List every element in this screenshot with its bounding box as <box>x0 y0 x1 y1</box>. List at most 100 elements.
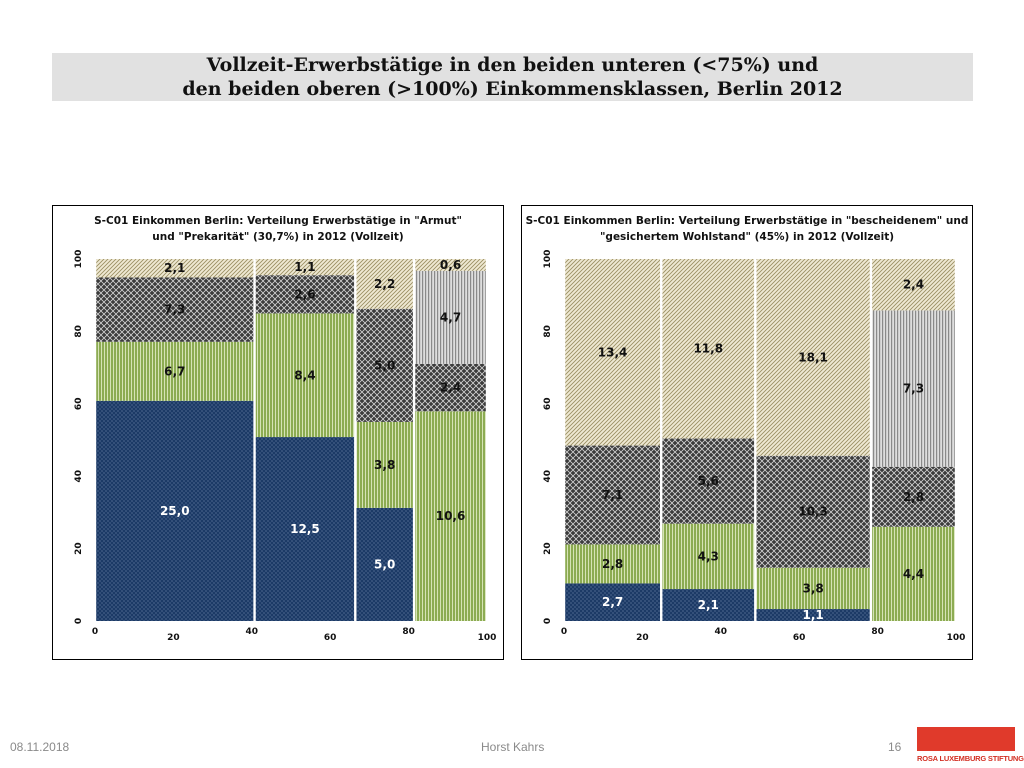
mosaic-segment-green <box>756 567 870 610</box>
x-tick-label: 60 <box>793 633 806 643</box>
mosaic-segment-dark_gray <box>255 275 355 314</box>
data-label: 3,8 <box>802 581 823 595</box>
data-label: 10,6 <box>436 509 466 523</box>
data-label: 2,1 <box>698 598 719 612</box>
mosaic-segment-dark_gray <box>662 438 755 524</box>
y-tick-label: 100 <box>74 250 84 269</box>
data-label: 8,4 <box>294 368 315 382</box>
mosaic-segment-green <box>96 341 254 401</box>
mosaic-segment-beige <box>662 259 755 439</box>
mosaic-segment-green <box>662 523 755 590</box>
mosaic-segment-beige <box>415 259 486 271</box>
mosaic-segment-dark_gray <box>356 308 413 422</box>
chart-title-line-1: S-C01 Einkommen Berlin: Verteilung Erwer… <box>94 215 462 227</box>
mosaic-segment-navy <box>356 507 413 621</box>
y-tick-label: 0 <box>74 618 84 624</box>
x-tick-label: 40 <box>246 627 259 637</box>
data-label: 7,3 <box>903 382 924 396</box>
mosaic-segment-green <box>415 411 486 621</box>
data-label: 2,8 <box>903 490 924 504</box>
chart-panel-wohlstand: S-C01 Einkommen Berlin: Verteilung Erwer… <box>521 205 973 660</box>
title-band <box>52 53 973 101</box>
data-label: 4,4 <box>903 567 924 581</box>
data-label: 6,7 <box>164 364 185 378</box>
mosaic-segment-dark_gray <box>565 445 661 545</box>
footer-author: Horst Kahrs <box>481 740 545 754</box>
data-label: 13,4 <box>598 345 628 359</box>
data-label: 18,1 <box>798 350 828 364</box>
mosaic-segment-beige <box>565 259 661 446</box>
chart-title-line-1: S-C01 Einkommen Berlin: Verteilung Erwer… <box>525 215 969 227</box>
chart-title-line-2: "gesichertem Wohlstand" (45%) in 2012 (V… <box>599 231 895 243</box>
slide-title-line-2: den beiden oberen (>100%) Einkommensklas… <box>182 78 843 100</box>
y-tick-label: 40 <box>74 470 84 483</box>
data-label: 0,6 <box>440 258 461 272</box>
mosaic-segment-green <box>356 421 413 508</box>
data-label: 2,4 <box>440 381 461 395</box>
chart-title-line-2: und "Prekarität" (30,7%) in 2012 (Vollze… <box>152 231 404 243</box>
logo-red-block <box>917 727 1015 751</box>
y-tick-label: 20 <box>74 542 84 555</box>
mosaic-segment-light_gray <box>872 310 955 467</box>
mosaic-segment-beige <box>872 259 955 311</box>
x-tick-label: 40 <box>715 627 728 637</box>
mosaic-segment-green <box>872 526 955 621</box>
data-label: 25,0 <box>160 504 190 518</box>
x-tick-label: 80 <box>402 627 415 637</box>
mosaic-segment-dark_gray <box>96 277 254 342</box>
mosaic-chart-wohlstand: 2,7 2,8 7,1 13,4 2,1 4,3 5,6 11,8 1,1 3,8 10,3 18,1… <box>543 250 966 643</box>
x-tick-label: 20 <box>636 633 649 643</box>
data-label: 3,8 <box>374 458 395 472</box>
mosaic-segment-beige <box>756 259 870 456</box>
mosaic-segment-green <box>565 544 661 584</box>
y-tick-label: 60 <box>543 398 553 411</box>
data-label: 2,6 <box>294 287 315 301</box>
x-tick-label: 0 <box>92 627 98 637</box>
data-label: 5,6 <box>698 474 719 488</box>
x-tick-label: 60 <box>324 633 337 643</box>
x-tick-label: 0 <box>561 627 567 637</box>
page-number: 16 <box>888 740 902 754</box>
data-label: 2,2 <box>374 277 395 291</box>
y-tick-label: 0 <box>543 618 553 624</box>
footer-date: 08.11.2018 <box>10 740 70 754</box>
slide-title-line-1: Vollzeit-Erwerbstätige in den beiden unt… <box>206 54 819 76</box>
y-tick-label: 20 <box>543 542 553 555</box>
mosaic-segment-navy <box>662 589 755 621</box>
data-label: 5,0 <box>374 557 395 571</box>
data-label: 1,1 <box>802 608 823 622</box>
data-label: 7,1 <box>602 488 623 502</box>
data-label: 12,5 <box>290 522 320 536</box>
data-label: 4,7 <box>440 310 461 324</box>
x-tick-label: 100 <box>478 633 497 643</box>
y-tick-label: 60 <box>74 398 84 411</box>
y-tick-label: 80 <box>74 325 84 338</box>
data-label: 7,3 <box>164 303 185 317</box>
mosaic-segment-beige <box>356 259 413 309</box>
logo-text: ROSA LUXEMBURG STIFTUNG <box>917 754 1024 763</box>
x-tick-label: 100 <box>947 633 966 643</box>
data-label: 2,8 <box>602 557 623 571</box>
mosaic-segment-navy <box>255 437 355 621</box>
mosaic-segment-green <box>255 313 355 438</box>
data-label: 2,7 <box>602 595 623 609</box>
data-label: 5,0 <box>374 358 395 372</box>
data-label: 10,3 <box>798 505 828 519</box>
data-label: 1,1 <box>294 260 315 274</box>
data-label: 4,3 <box>698 549 719 563</box>
mosaic-segment-navy <box>565 583 661 621</box>
chart-panel-armut: S-C01 Einkommen Berlin: Verteilung Erwer… <box>52 205 504 660</box>
y-tick-label: 100 <box>543 250 553 269</box>
mosaic-segment-dark_gray <box>872 466 955 527</box>
mosaic-segment-light_gray <box>415 270 486 364</box>
data-label: 11,8 <box>693 342 723 356</box>
mosaic-segment-navy <box>96 400 254 621</box>
x-tick-label: 80 <box>871 627 884 637</box>
mosaic-segment-beige <box>255 259 355 276</box>
y-tick-label: 40 <box>543 470 553 483</box>
mosaic-segment-dark_gray <box>415 363 486 412</box>
data-label: 2,1 <box>164 261 185 275</box>
data-label: 2,4 <box>903 278 924 292</box>
mosaic-segment-dark_gray <box>756 455 870 568</box>
y-tick-label: 80 <box>543 325 553 338</box>
